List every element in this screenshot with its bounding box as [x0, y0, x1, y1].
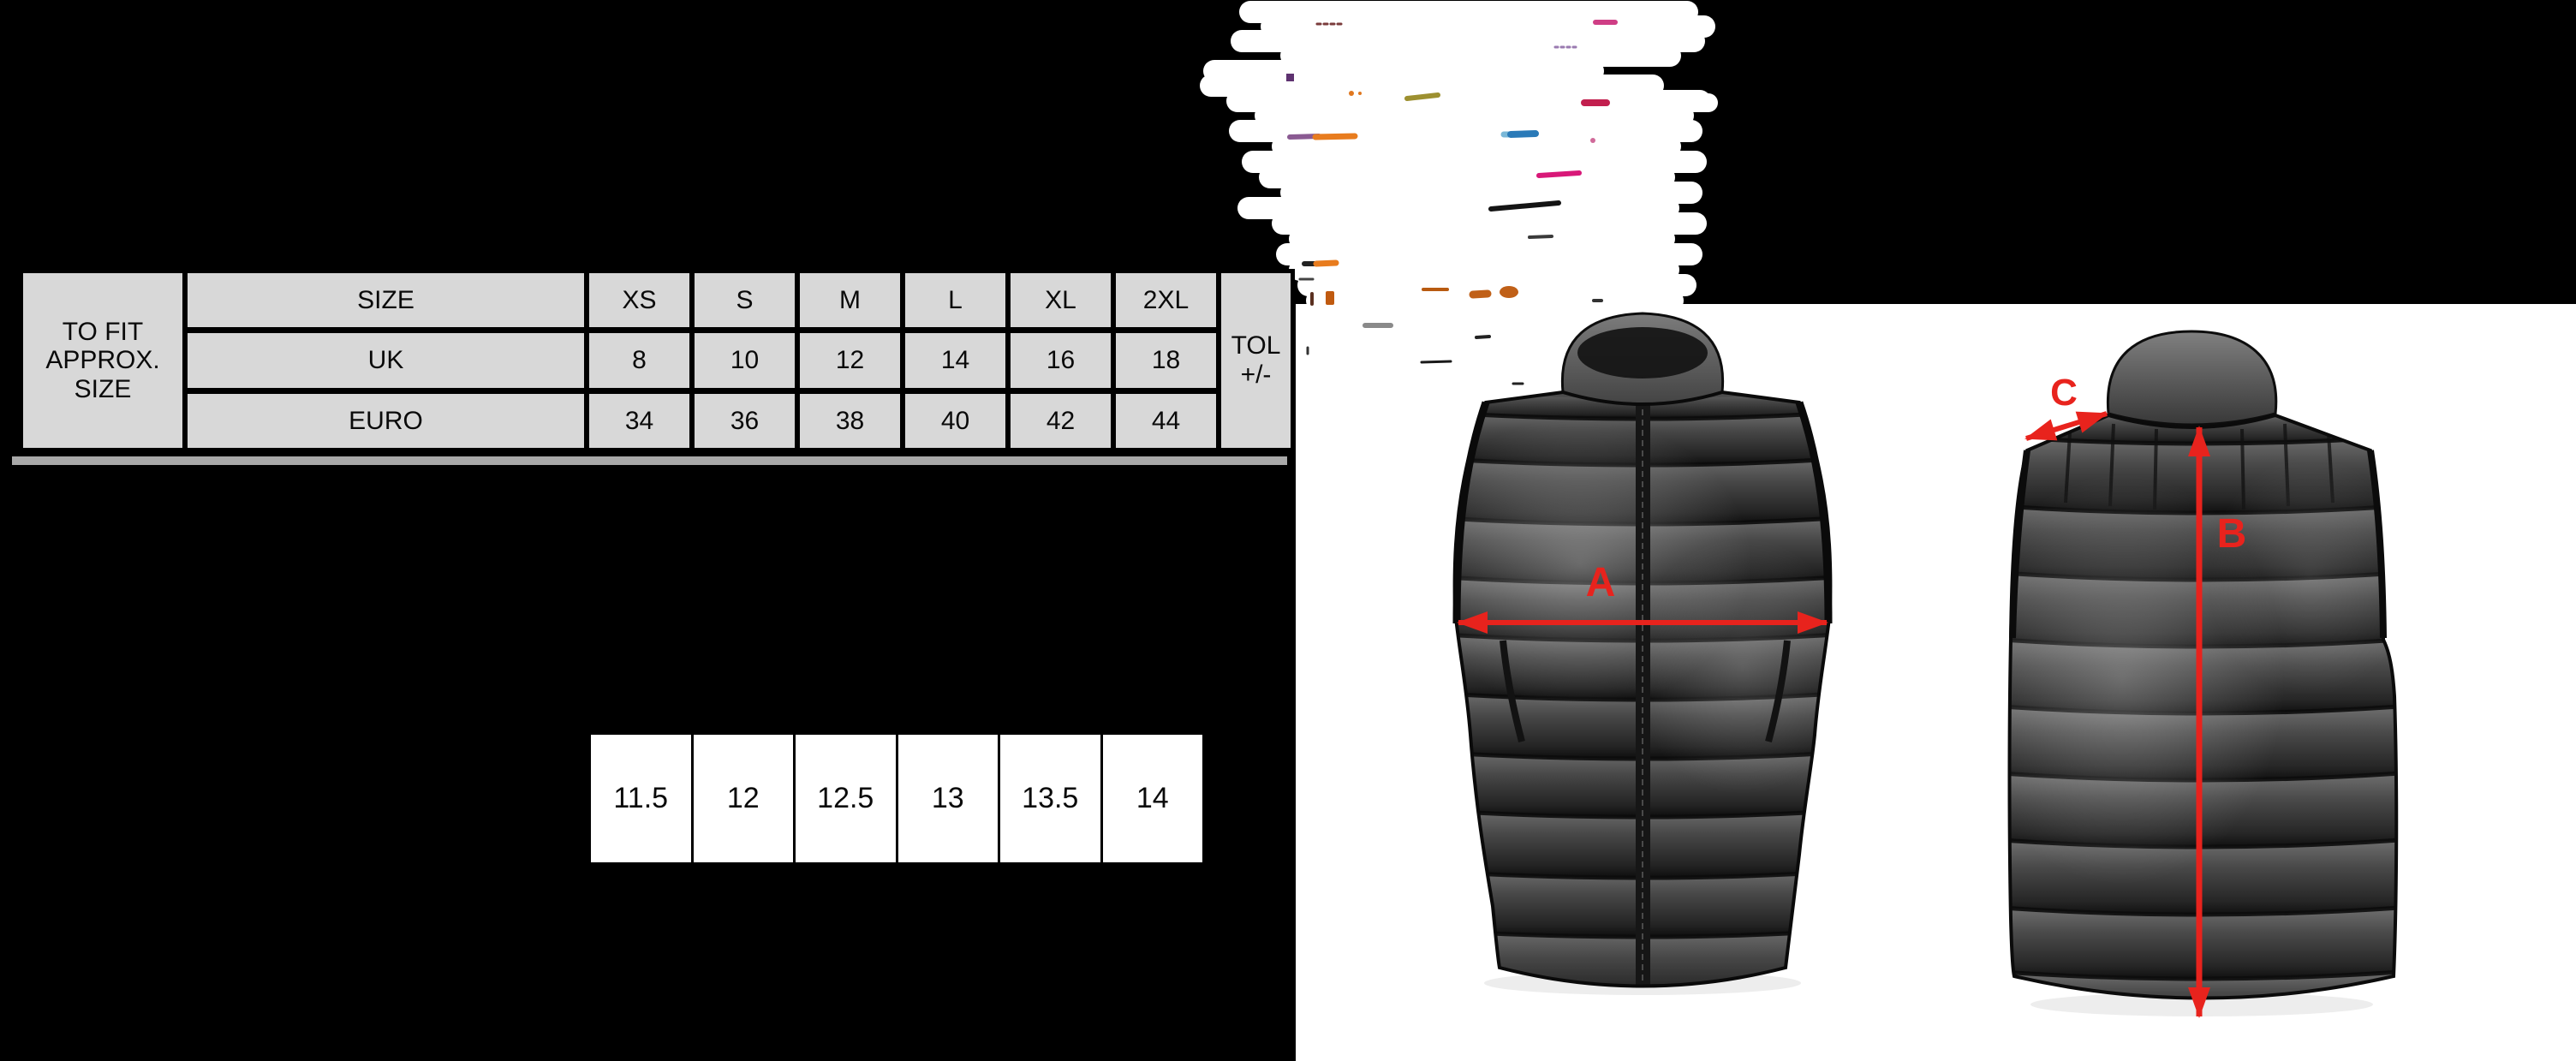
- size-xl: XL: [1011, 273, 1111, 328]
- front-body: [1454, 392, 1831, 986]
- uk-14: 14: [905, 333, 1005, 388]
- tolerance-line1: TOL: [1231, 331, 1281, 361]
- measurement-label-c: C: [2050, 372, 2078, 414]
- size-xs: XS: [589, 273, 689, 328]
- size-2xl: 2XL: [1116, 273, 1216, 328]
- row-label-euro: EURO: [188, 393, 584, 448]
- measure-l: 13: [897, 735, 998, 862]
- row-label-uk: UK: [188, 333, 584, 388]
- size-l: L: [905, 273, 1005, 328]
- front-right-pocket: [1765, 640, 1791, 743]
- measure-xs: 11.5: [591, 735, 691, 862]
- size-m: M: [800, 273, 900, 328]
- euro-44: 44: [1116, 393, 1216, 448]
- front-collar-opening: [1577, 327, 1708, 379]
- logo-colour-flecks: [1286, 20, 1618, 385]
- measurement-label-b: B: [2217, 511, 2247, 557]
- uk-10: 10: [695, 333, 795, 388]
- front-left-pocket: [1500, 640, 1525, 743]
- back-left-armhole-trim: [2009, 450, 2030, 639]
- back-vest-photo: B C: [2007, 330, 2399, 1018]
- uk-18: 18: [1116, 333, 1216, 388]
- back-collar: [2106, 330, 2278, 426]
- euro-42: 42: [1011, 393, 1111, 448]
- measurement-label-a: A: [1586, 560, 1616, 605]
- measurement-value-row: 11.5 12 12.5 13 13.5 14: [588, 732, 1205, 865]
- euro-38: 38: [800, 393, 900, 448]
- uk-12: 12: [800, 333, 900, 388]
- table-divider-bar: [12, 456, 1287, 465]
- fit-approx-size-cell: TO FIT APPROX. SIZE: [23, 273, 182, 448]
- measure-s: 12: [693, 735, 793, 862]
- row-label-size: SIZE: [188, 273, 584, 328]
- euro-40: 40: [905, 393, 1005, 448]
- white-scribble-strokes: [1200, 1, 1718, 312]
- uk-16: 16: [1011, 333, 1111, 388]
- tolerance-cell: TOL +/-: [1221, 273, 1291, 448]
- euro-36: 36: [695, 393, 795, 448]
- size-s: S: [695, 273, 795, 328]
- front-left-armhole-trim: [1452, 401, 1490, 624]
- measure-xl: 13.5: [1000, 735, 1100, 862]
- measure-m: 12.5: [796, 735, 896, 862]
- size-table: TO FIT APPROX. SIZE SIZE XS S M L XL 2XL…: [19, 269, 1295, 452]
- tolerance-line2: +/-: [1240, 360, 1272, 389]
- measure-2xl: 14: [1102, 735, 1202, 862]
- euro-34: 34: [589, 393, 689, 448]
- measurement-arrow-c: [2024, 411, 2108, 441]
- redacted-logo-scribble: [1200, 1, 1718, 385]
- uk-8: 8: [589, 333, 689, 388]
- front-vest-photo: A: [1452, 312, 1833, 995]
- front-right-armhole-trim: [1795, 401, 1833, 624]
- back-right-armhole-trim: [2367, 450, 2387, 639]
